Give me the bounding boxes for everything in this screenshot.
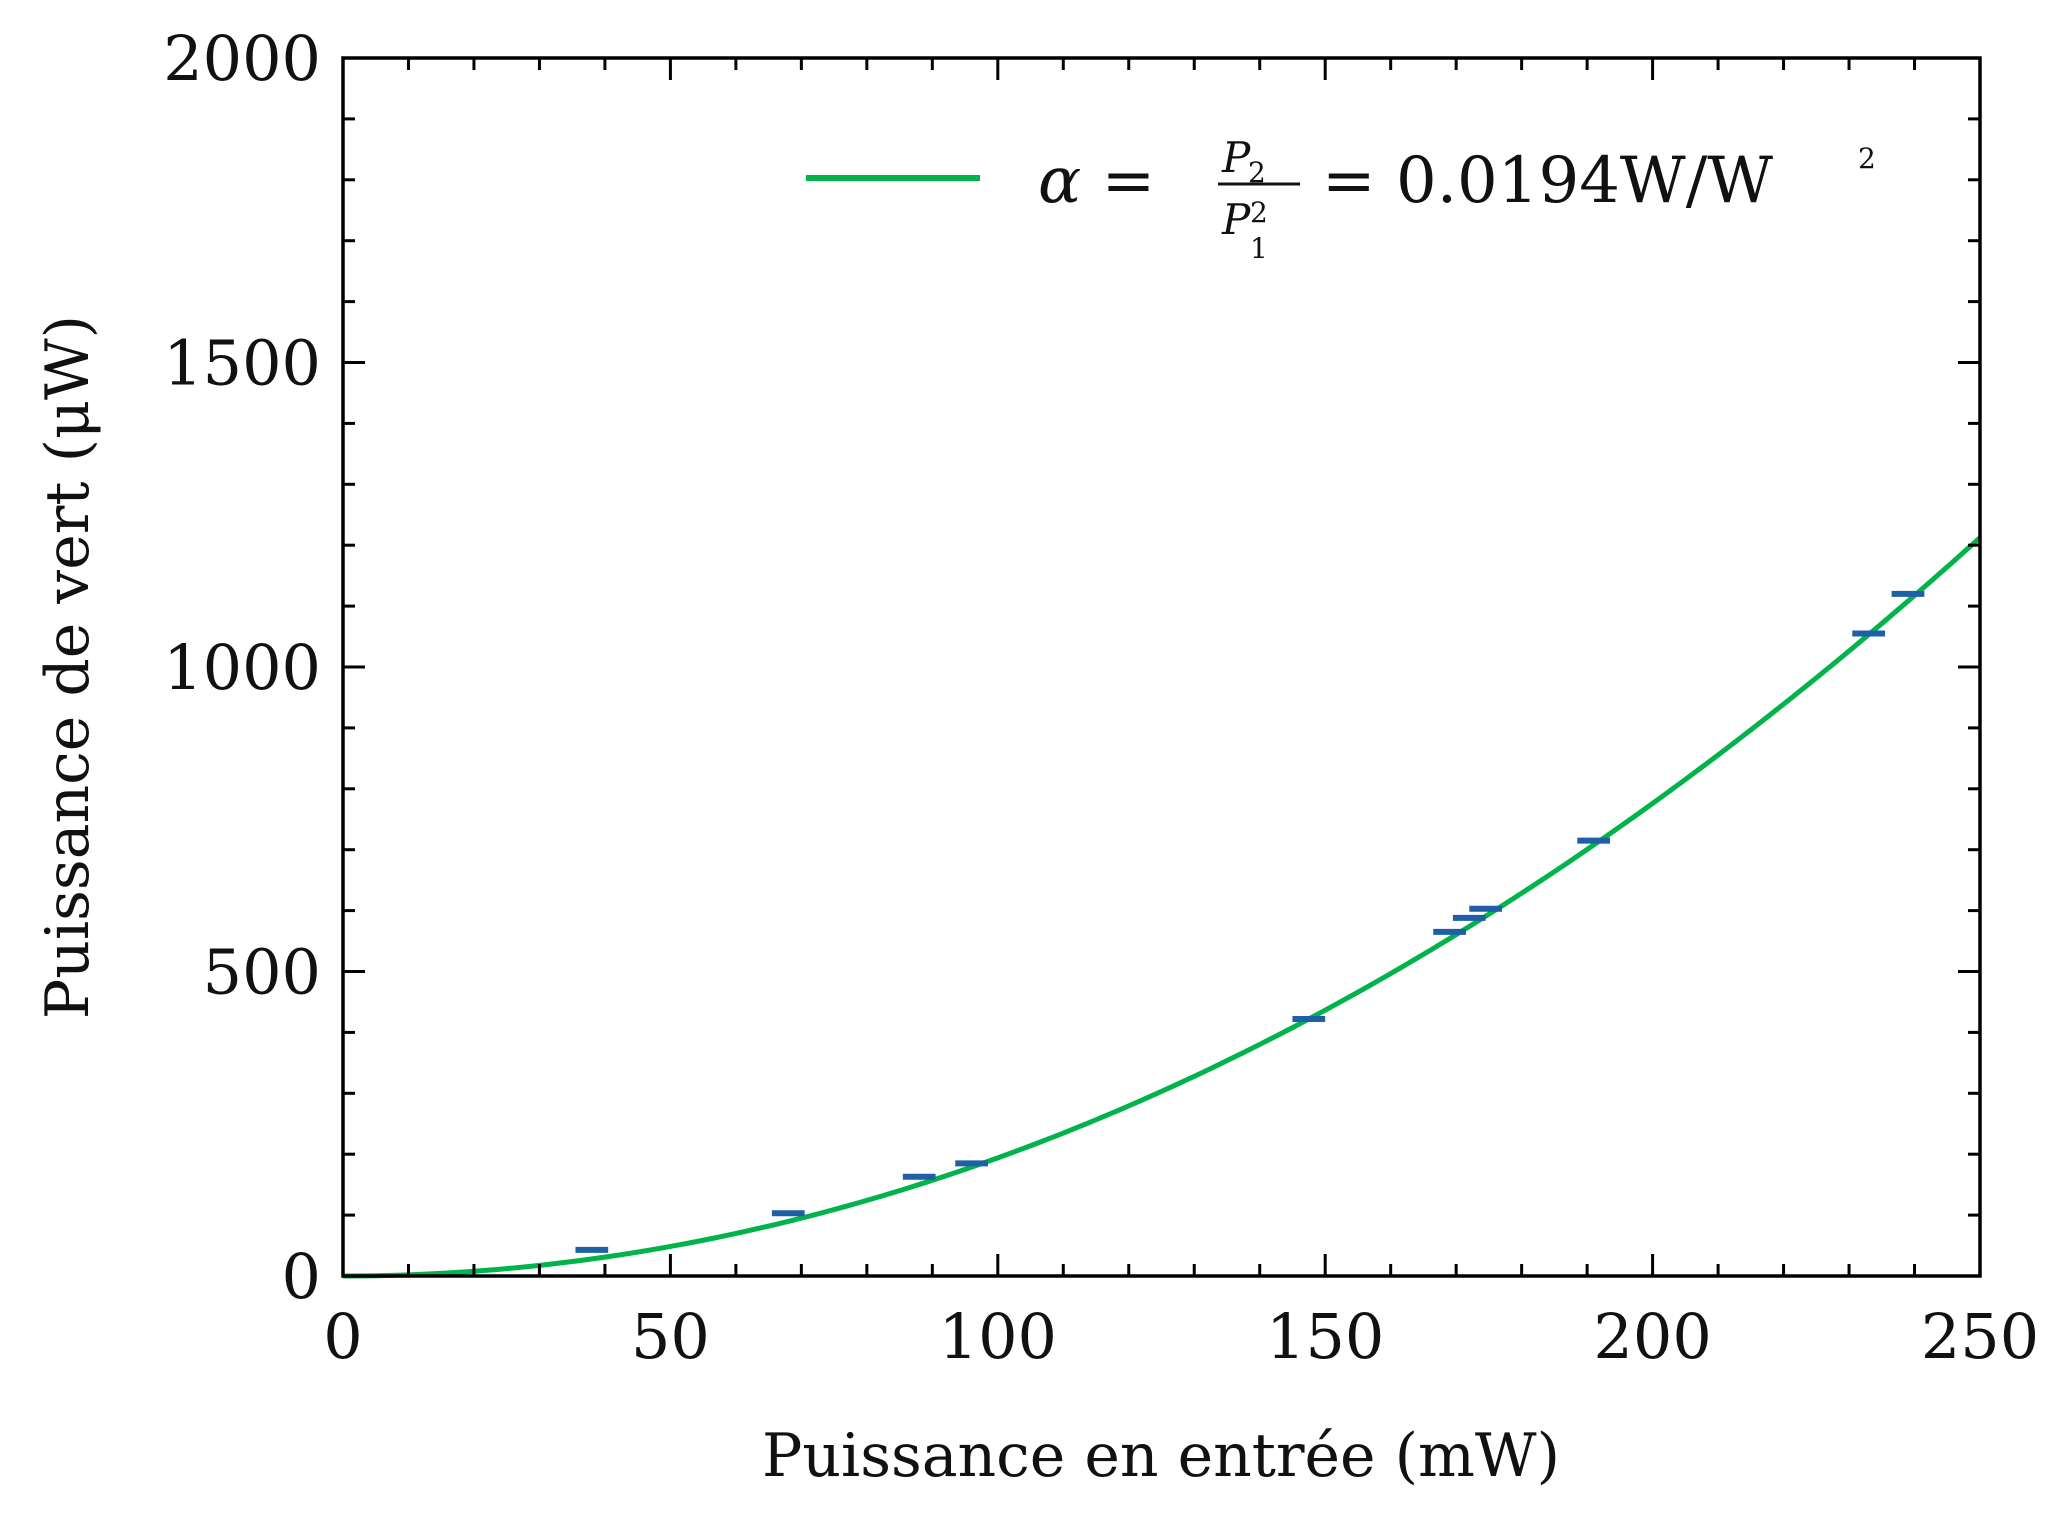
y-tick-label: 1500 bbox=[163, 327, 321, 400]
x-tick-label: 250 bbox=[1921, 1300, 2039, 1373]
legend-value-sup: 2 bbox=[1858, 142, 1876, 175]
legend-fraction-denominator-sub: 1 bbox=[1250, 232, 1268, 265]
legend-fraction-denominator: P bbox=[1221, 195, 1251, 244]
plot-content bbox=[342, 535, 1982, 1279]
y-tick-label: 1000 bbox=[163, 631, 321, 704]
x-tick-label: 50 bbox=[631, 1300, 710, 1373]
legend-fraction: P 2 P 1 2 bbox=[1218, 133, 1300, 265]
y-tick-label: 500 bbox=[203, 936, 321, 1009]
x-tick-label: 200 bbox=[1593, 1300, 1711, 1373]
x-tick-label: 100 bbox=[939, 1300, 1057, 1373]
y-axis-title: Puissance de vert (μW) bbox=[33, 315, 103, 1019]
legend: α = P 2 P 1 2 = 0.0194W/W 2 bbox=[806, 133, 1876, 265]
fit-line bbox=[342, 535, 1982, 1279]
x-tick-label: 0 bbox=[323, 1300, 362, 1373]
y-tick-label: 0 bbox=[282, 1240, 321, 1313]
legend-fraction-numerator: P bbox=[1221, 133, 1251, 182]
legend-value: = 0.0194W/W bbox=[1322, 144, 1773, 218]
y-tick-label: 2000 bbox=[163, 22, 321, 95]
x-tick-label: 150 bbox=[1266, 1300, 1384, 1373]
x-axis-title: Puissance en entrée (mW) bbox=[762, 1421, 1560, 1491]
tick-labels: 0 50 100 150 200 250 0 500 1000 1500 2000 bbox=[163, 22, 2039, 1373]
axis-ticks bbox=[341, 56, 1982, 1278]
legend-fraction-numerator-sub: 2 bbox=[1248, 156, 1266, 189]
legend-alpha: α = bbox=[1038, 144, 1155, 218]
legend-fraction-denominator-sup: 2 bbox=[1250, 196, 1268, 229]
